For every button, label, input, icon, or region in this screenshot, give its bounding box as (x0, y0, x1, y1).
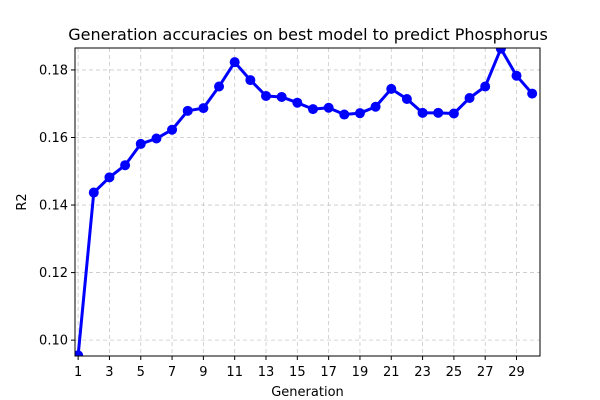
data-point (511, 70, 522, 81)
grid (75, 48, 540, 356)
y-axis: 0.10 0.12 0.14 0.16 0.18 (39, 63, 75, 349)
y-tick-label: 0.14 (39, 199, 68, 214)
data-point (292, 97, 303, 108)
x-tick-label: 27 (477, 365, 494, 380)
data-point (182, 105, 193, 116)
data-point (448, 108, 459, 119)
data-point (386, 83, 397, 94)
x-tick-label: 13 (258, 365, 275, 380)
data-point (198, 103, 209, 114)
data-point (75, 350, 84, 356)
x-tick-label: 29 (508, 365, 525, 380)
x-axis: 1 3 5 7 9 11 13 15 17 19 21 23 25 27 29 (74, 356, 525, 380)
data-point (261, 90, 272, 101)
series-line (76, 48, 534, 356)
data-point (370, 101, 381, 112)
x-tick-label: 9 (199, 365, 207, 380)
y-axis-label: R2 (15, 193, 30, 210)
chart-title: Generation accuracies on best model to p… (68, 25, 548, 44)
data-point (339, 109, 350, 120)
x-tick-label: 19 (352, 365, 369, 380)
data-point (401, 93, 412, 104)
x-tick-label: 3 (105, 365, 113, 380)
data-point (323, 102, 334, 113)
y-tick-label: 0.12 (39, 266, 68, 281)
data-point (527, 88, 538, 99)
y-tick-label: 0.16 (39, 131, 68, 146)
data-point (433, 107, 444, 118)
data-point (307, 104, 318, 115)
x-tick-label: 1 (74, 365, 82, 380)
data-point (276, 91, 287, 102)
data-point (464, 92, 475, 103)
y-tick-label: 0.10 (39, 334, 68, 349)
x-axis-label: Generation (271, 385, 344, 400)
data-point (214, 81, 225, 92)
x-tick-label: 25 (446, 365, 463, 380)
data-point (167, 124, 178, 135)
x-tick-label: 17 (320, 365, 337, 380)
data-point (151, 133, 162, 144)
data-point (417, 107, 428, 118)
data-point (495, 48, 506, 54)
data-point (120, 160, 131, 171)
x-tick-label: 5 (137, 365, 145, 380)
plot-frame (74, 47, 541, 357)
y-tick-label: 0.18 (39, 63, 68, 78)
x-tick-label: 21 (383, 365, 400, 380)
x-tick-label: 23 (414, 365, 431, 380)
data-point (135, 138, 146, 149)
data-point (245, 75, 256, 86)
x-tick-label: 7 (168, 365, 176, 380)
data-point (88, 187, 99, 198)
data-point (354, 108, 365, 119)
x-tick-label: 11 (226, 365, 243, 380)
x-tick-label: 15 (289, 365, 306, 380)
data-point (229, 57, 240, 68)
series-layer (75, 48, 538, 356)
data-point (104, 172, 115, 183)
data-point (480, 81, 491, 92)
